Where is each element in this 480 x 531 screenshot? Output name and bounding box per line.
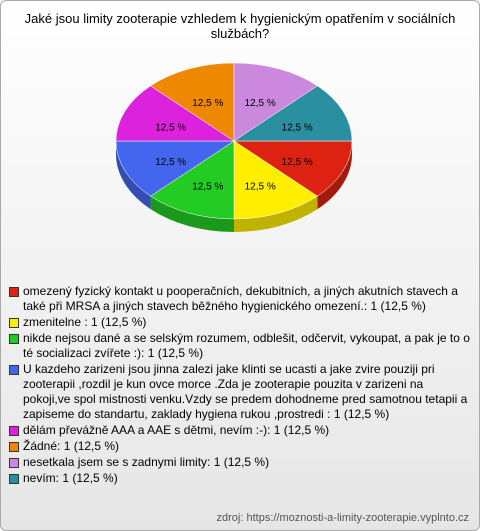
pie-area: 12,5 % 12,5 % 12,5 % 12,5 % 12,5 % 12,5 % 12,5…	[115, 62, 353, 232]
legend-label: nesetkala jsem se s zadnymi limity: 1 (1…	[23, 455, 270, 469]
legend-item: dělám převážně AAA a AAE s dětmi, nevím …	[9, 423, 471, 438]
legend-item: nikde nejsou dané a se selským rozumem, …	[9, 331, 471, 361]
source: zdroj: https://moznosti-a-limity-zootera…	[216, 512, 469, 524]
legend-swatch	[9, 334, 19, 344]
data-label: 12,5 %	[245, 181, 276, 192]
data-label: 12,5 %	[192, 98, 223, 109]
legend-label: U kazdeho zarizeni jsou jinna zalezi jak…	[23, 362, 468, 421]
legend-swatch	[9, 318, 19, 328]
pie-slice	[233, 140, 353, 197]
legend-label: zmenitelne : 1 (12,5 %)	[23, 315, 147, 329]
pie-slice	[150, 62, 235, 142]
data-label: 12,5 %	[282, 122, 313, 133]
legend-swatch	[9, 458, 19, 468]
pie-slice	[150, 140, 235, 220]
pie-slice	[233, 140, 318, 220]
chart-title: Jaké jsou limity zooterapie vzhledem k h…	[24, 11, 456, 41]
legend-label: nikde nejsou dané a se selským rozumem, …	[23, 331, 470, 360]
pie-side	[116, 141, 151, 210]
legend-item: omezený fyzický kontakt u pooperačních, …	[9, 284, 471, 314]
legend-item: Žádné: 1 (12,5 %)	[9, 439, 471, 454]
legend-item: zmenitelne : 1 (12,5 %)	[9, 315, 471, 330]
data-label: 12,5 %	[155, 122, 186, 133]
legend-label: nevím: 1 (12,5 %)	[23, 471, 118, 485]
legend-swatch	[9, 287, 19, 297]
data-label: 12,5 %	[245, 98, 276, 109]
pie-side	[317, 141, 352, 210]
legend-item: nevím: 1 (12,5 %)	[9, 471, 471, 486]
legend-swatch	[9, 442, 19, 452]
pie-slice	[115, 140, 235, 197]
legend-item: U kazdeho zarizeni jsou jinna zalezi jak…	[9, 362, 471, 422]
legend-swatch	[9, 474, 19, 484]
data-label: 12,5 %	[282, 157, 313, 168]
pie-slice	[233, 62, 318, 142]
legend-label: omezený fyzický kontakt u pooperačních, …	[23, 284, 458, 313]
legend-swatch	[9, 426, 19, 436]
legend-item: nesetkala jsem se s zadnymi limity: 1 (1…	[9, 455, 471, 470]
legend: omezený fyzický kontakt u pooperačních, …	[9, 284, 471, 487]
legend-label: dělám převážně AAA a AAE s dětmi, nevím …	[23, 423, 330, 437]
pie-slice	[233, 85, 353, 142]
data-label: 12,5 %	[155, 157, 186, 168]
pie-slice	[115, 85, 235, 142]
legend-label: Žádné: 1 (12,5 %)	[23, 439, 120, 453]
legend-swatch	[9, 365, 19, 375]
data-label: 12,5 %	[192, 181, 223, 192]
